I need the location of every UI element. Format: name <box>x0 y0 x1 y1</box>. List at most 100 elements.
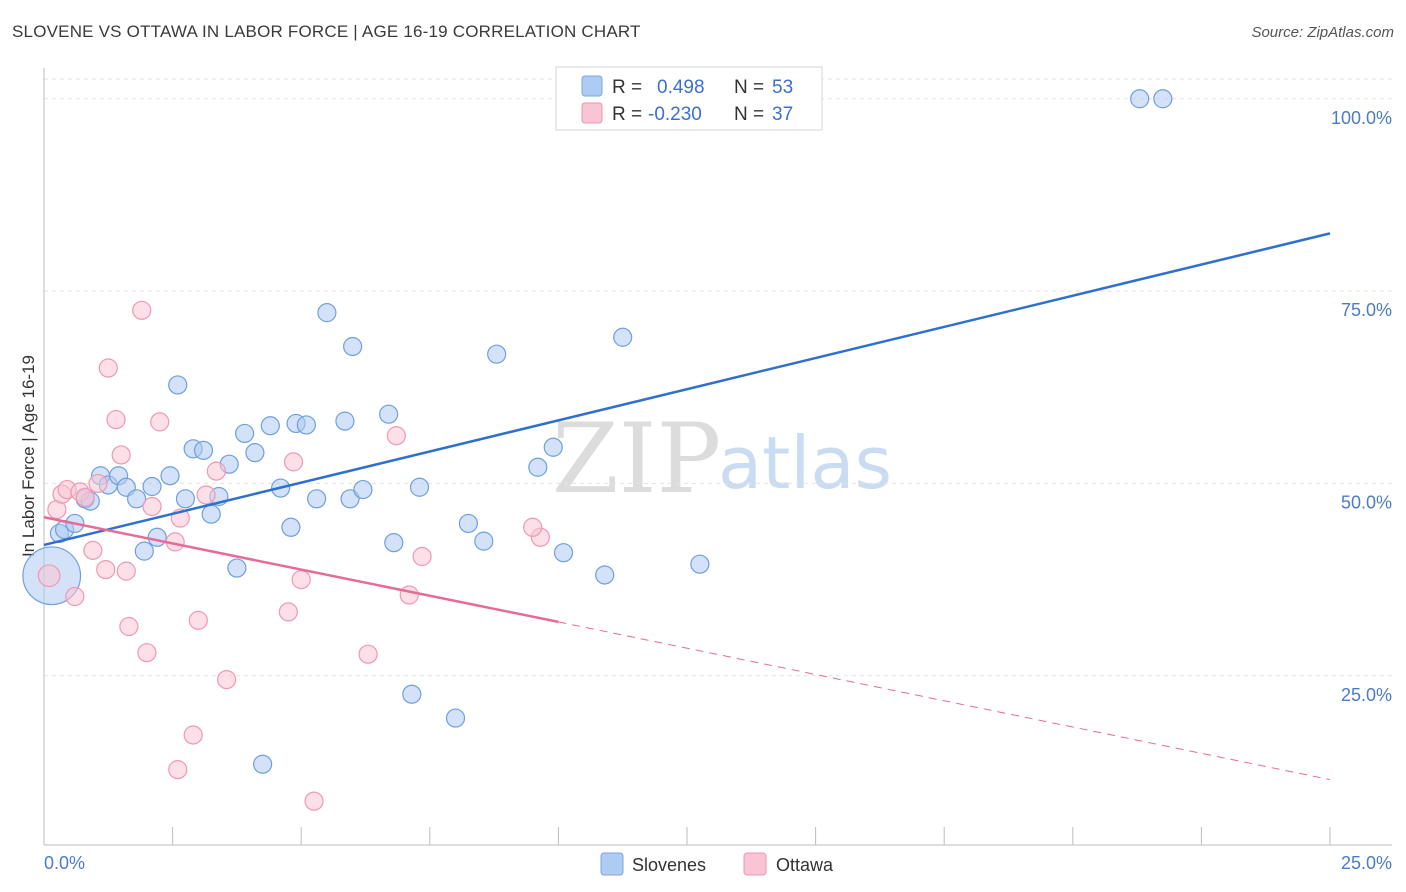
point-ottawa-26 <box>217 669 237 690</box>
point-slovenes-32 <box>317 303 337 323</box>
point-slovenes-28 <box>281 517 301 537</box>
point-ottawa-0 <box>37 564 61 588</box>
legend-n-label-slovenes: N = <box>734 77 764 98</box>
point-ottawa-36 <box>523 517 543 537</box>
point-slovenes-12 <box>142 476 162 497</box>
bottom-legend-swatch-slovenes <box>600 852 624 876</box>
point-slovenes-42 <box>458 513 478 534</box>
point-slovenes-24 <box>245 443 265 463</box>
point-slovenes-40 <box>409 477 430 497</box>
point-ottawa-13 <box>116 561 136 581</box>
point-slovenes-33 <box>335 411 355 431</box>
point-slovenes-22 <box>227 558 247 578</box>
point-ottawa-17 <box>142 496 162 517</box>
legend-swatch-slovenes <box>581 75 603 97</box>
point-slovenes-13 <box>147 527 167 547</box>
point-ottawa-31 <box>358 644 378 664</box>
point-slovenes-34 <box>340 489 360 509</box>
bottom-legend-label-ottawa: Ottawa <box>776 855 834 875</box>
point-slovenes-15 <box>168 375 188 395</box>
point-slovenes-26 <box>260 416 280 436</box>
legend-swatch-ottawa <box>581 102 603 124</box>
point-slovenes-38 <box>384 533 404 553</box>
point-slovenes-16 <box>175 489 196 509</box>
point-ottawa-8 <box>88 473 108 494</box>
point-slovenes-45 <box>528 457 548 477</box>
point-ottawa-14 <box>119 616 139 637</box>
y-tick-labels: 25.0% 50.0% 75.0% 100.0% <box>1331 108 1392 705</box>
point-slovenes-39 <box>402 684 422 704</box>
x-tick-label-min: 0.0% <box>44 853 85 873</box>
y-tick-label-25: 25.0% <box>1341 685 1392 705</box>
bottom-legend-label-slovenes: Slovenes <box>632 855 706 875</box>
point-ottawa-33 <box>399 585 419 605</box>
point-slovenes-36 <box>353 479 373 500</box>
point-ottawa-29 <box>291 569 311 590</box>
point-slovenes-37 <box>379 404 399 424</box>
x-ticks <box>43 827 1331 845</box>
point-slovenes-25 <box>253 754 273 774</box>
legend-r-value-ottawa: -0.230 <box>648 104 702 125</box>
point-ottawa-9 <box>96 559 116 580</box>
point-slovenes-49 <box>613 327 633 347</box>
point-ottawa-6 <box>75 487 95 507</box>
y-tick-label-100: 100.0% <box>1331 108 1392 128</box>
legend-n-label-ottawa: N = <box>734 104 764 125</box>
point-slovenes-19 <box>201 504 221 524</box>
point-ottawa-20 <box>168 760 188 780</box>
source-label: Source: ZipAtlas.com <box>1251 24 1394 41</box>
watermark-atlas: atlas <box>718 421 892 505</box>
point-ottawa-32 <box>386 426 406 446</box>
point-ottawa-16 <box>137 643 157 663</box>
point-ottawa-18 <box>150 412 170 432</box>
legend-n-value-slovenes: 53 <box>772 77 793 98</box>
point-slovenes-11 <box>134 541 154 561</box>
legend-r-label-slovenes: R = <box>612 77 642 98</box>
y-tick-label-75: 75.0% <box>1341 300 1392 320</box>
point-slovenes-51 <box>1130 89 1150 109</box>
legend-r-value-slovenes: 0.498 <box>657 77 705 98</box>
point-slovenes-48 <box>595 565 615 585</box>
point-slovenes-41 <box>445 708 466 728</box>
point-ottawa-12 <box>111 445 131 465</box>
point-ottawa-22 <box>183 725 203 745</box>
x-tick-label-max: 25.0% <box>1341 853 1392 873</box>
series-legend: Slovenes Ottawa <box>600 852 834 876</box>
point-slovenes-52 <box>1153 89 1173 109</box>
point-slovenes-10 <box>126 489 147 509</box>
point-ottawa-15 <box>132 300 152 320</box>
trend-line-dashed-ottawa <box>558 621 1331 781</box>
point-slovenes-30 <box>296 415 316 435</box>
point-ottawa-30 <box>304 791 324 811</box>
point-ottawa-34 <box>412 546 432 567</box>
y-tick-label-50: 50.0% <box>1341 492 1392 512</box>
trend-lines <box>43 232 1331 781</box>
point-ottawa-24 <box>196 485 216 505</box>
point-ottawa-23 <box>188 610 208 630</box>
watermark-zip: ZIP <box>552 403 721 515</box>
point-ottawa-10 <box>98 358 118 378</box>
grid-lines <box>44 78 1392 677</box>
bottom-legend-swatch-ottawa <box>743 852 767 876</box>
axes <box>43 68 1392 846</box>
stats-legend: R = 0.498 N = 53 R = -0.230 N = 37 <box>555 66 823 131</box>
point-slovenes-44 <box>487 344 507 364</box>
trend-line-slovenes <box>43 232 1331 547</box>
point-slovenes-18 <box>193 440 214 460</box>
point-slovenes-31 <box>307 489 327 509</box>
y-axis-title: In Labor Force | Age 16-19 <box>19 355 38 557</box>
trend-line-ottawa <box>43 516 559 624</box>
point-slovenes-23 <box>235 423 255 444</box>
point-ottawa-4 <box>65 586 85 607</box>
point-ottawa-27 <box>278 602 298 622</box>
point-slovenes-47 <box>553 543 574 563</box>
point-ottawa-28 <box>283 452 304 472</box>
point-ottawa-25 <box>206 461 226 481</box>
point-ottawa-7 <box>83 540 103 560</box>
legend-n-value-ottawa: 37 <box>772 104 793 125</box>
point-slovenes-35 <box>343 336 363 357</box>
legend-r-label-ottawa: R = <box>612 104 642 125</box>
point-slovenes-14 <box>160 466 180 486</box>
point-slovenes-50 <box>690 554 710 574</box>
